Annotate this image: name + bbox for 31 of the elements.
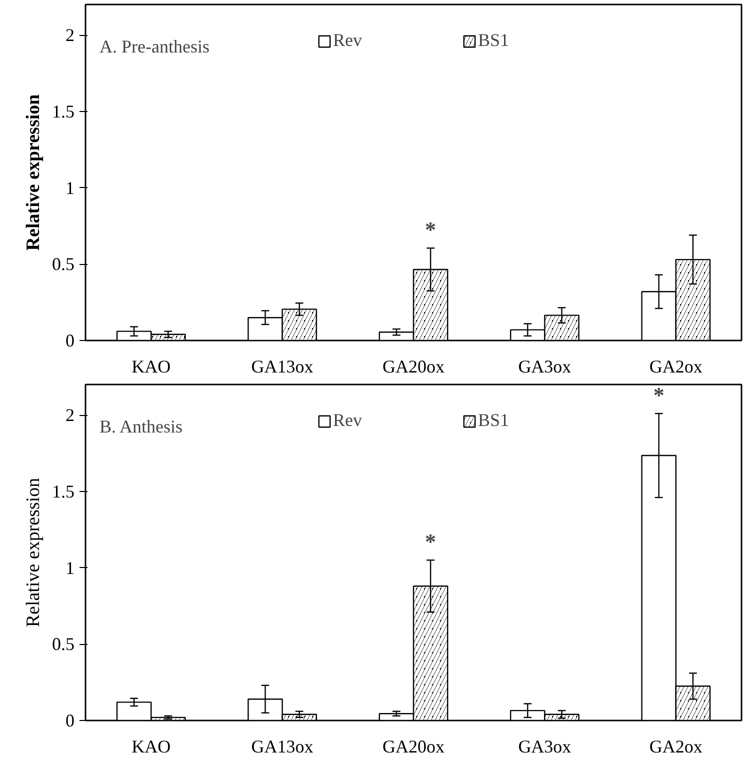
legend-label: BS1 <box>478 30 510 51</box>
x-tick-label: GA2ox <box>649 736 702 756</box>
text: B. Anthesis <box>100 416 183 436</box>
y-tick-label: 0.5 <box>52 254 74 274</box>
y-tick-label: 0 <box>66 330 74 350</box>
y-tick-label: 0.5 <box>52 634 74 654</box>
x-tick-label: KAO <box>132 356 171 376</box>
annotation: * <box>425 529 436 554</box>
x-tick-label: GA3ox <box>518 356 572 376</box>
x-tick-label: GA13ox <box>251 356 314 376</box>
text: A. Pre-anthesis <box>100 36 210 56</box>
x-tick-label: GA2ox <box>649 356 702 376</box>
x-tick-label: GA3ox <box>518 736 572 756</box>
y-tick-label: 1.5 <box>52 101 74 122</box>
y-axis-title: Relative expression <box>23 477 44 628</box>
y-tick-label: 1.5 <box>52 481 74 502</box>
x-tick-label: GA13ox <box>251 736 314 756</box>
y-tick-label: 1 <box>66 178 74 198</box>
x-tick-label: KAO <box>132 736 171 756</box>
y-tick-label: 2 <box>66 25 74 46</box>
x-tick-label: GA20ox <box>382 736 444 756</box>
legend-label: Rev <box>332 410 362 431</box>
x-tick-label: GA20ox <box>382 356 444 376</box>
annotation: * <box>425 217 436 242</box>
legend-label: Rev <box>332 30 362 51</box>
y-axis-title: Relative expression <box>23 94 44 251</box>
y-tick-label: 0 <box>66 710 74 730</box>
legend-label: BS1 <box>478 410 510 431</box>
y-tick-label: 2 <box>66 405 74 426</box>
y-tick-label: 1 <box>66 558 74 578</box>
annotation: * <box>653 382 664 408</box>
